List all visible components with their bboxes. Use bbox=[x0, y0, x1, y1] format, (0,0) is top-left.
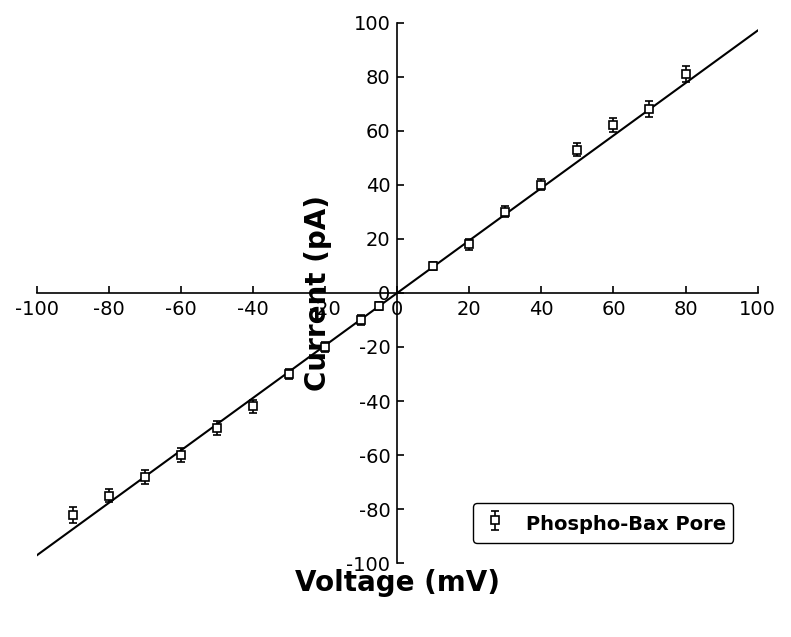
Y-axis label: Current (pA): Current (pA) bbox=[305, 195, 332, 391]
Legend: Phospho-Bax Pore: Phospho-Bax Pore bbox=[473, 503, 733, 543]
X-axis label: Voltage (mV): Voltage (mV) bbox=[295, 569, 500, 597]
